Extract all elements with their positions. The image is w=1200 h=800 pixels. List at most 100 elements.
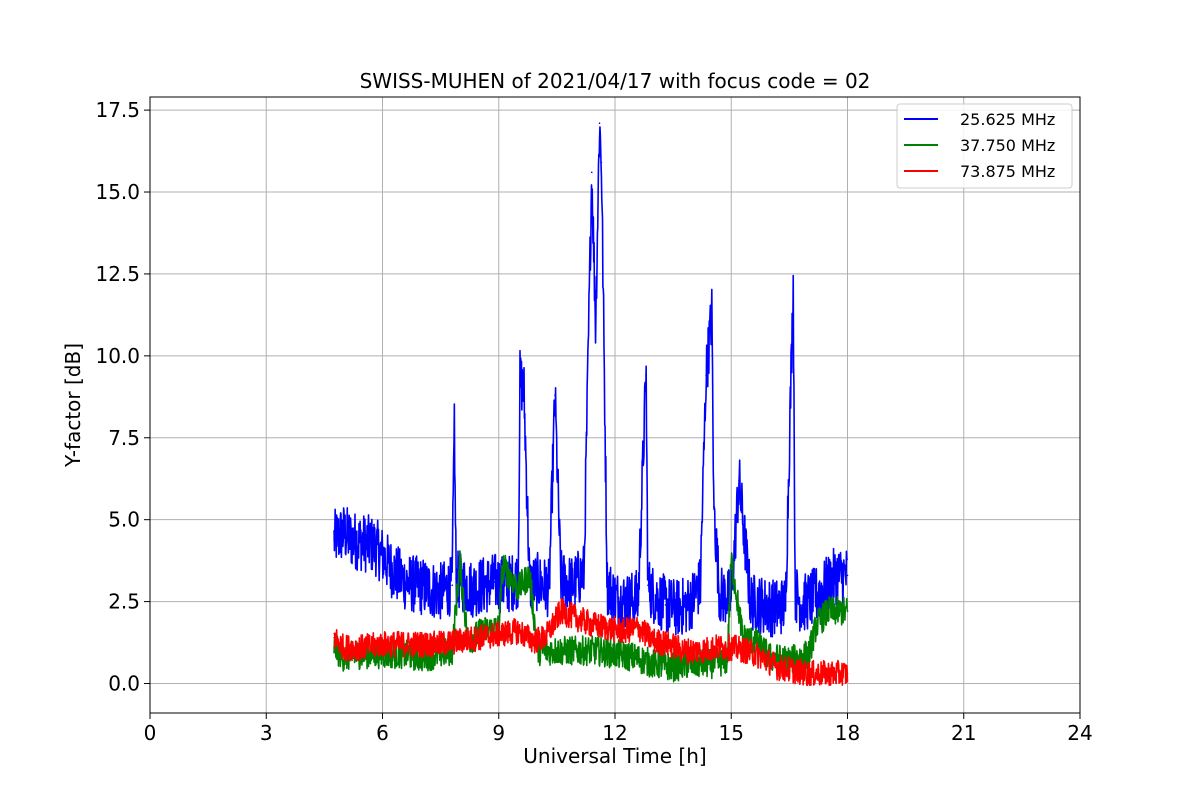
- data-point: [451, 649, 454, 652]
- data-point: [590, 623, 593, 626]
- x-tick-label: 0: [144, 721, 157, 745]
- data-point: [807, 653, 810, 655]
- data-point: [730, 558, 733, 560]
- data-point: [393, 571, 395, 573]
- x-tick-label: 18: [835, 721, 860, 745]
- data-point: [528, 574, 531, 577]
- data-point: [594, 322, 597, 324]
- y-axis: 0.0 2.5 5.0 7.5 10.0 12.5 15.0 17.5: [95, 98, 150, 696]
- legend-label: 25.625 MHz: [960, 110, 1055, 129]
- data-point: [362, 541, 364, 544]
- data-point: [342, 531, 345, 534]
- data-point: [718, 594, 721, 596]
- data-point: [827, 610, 829, 613]
- data-point: [459, 561, 461, 564]
- data-point: [575, 617, 578, 619]
- data-point: [753, 640, 756, 642]
- data-point: [811, 597, 814, 600]
- x-tick-label: 12: [602, 721, 627, 745]
- data-point: [823, 587, 826, 590]
- data-point: [453, 420, 455, 423]
- data-point: [333, 636, 335, 639]
- data-point: [714, 646, 717, 649]
- data-point: [606, 627, 609, 629]
- series-line: [333, 597, 849, 686]
- data-point: [420, 643, 423, 645]
- data-point: [668, 643, 671, 645]
- data-point: [439, 653, 442, 655]
- data-point: [428, 587, 430, 590]
- chart-title: SWISS-MUHEN of 2021/04/17 with focus cod…: [360, 69, 871, 93]
- data-point: [647, 584, 649, 587]
- data-point: [633, 656, 636, 659]
- data-point: [333, 538, 335, 541]
- data-point: [554, 394, 556, 396]
- data-point: [478, 636, 481, 639]
- data-point: [705, 374, 707, 377]
- series-0: [333, 122, 849, 638]
- data-point: [730, 646, 733, 649]
- data-point: [350, 538, 353, 541]
- data-point: [590, 171, 593, 174]
- data-point: [342, 646, 345, 649]
- data-point: [773, 607, 775, 609]
- data-point: [614, 597, 616, 600]
- data-point: [494, 581, 496, 583]
- y-tick-label: 15.0: [95, 180, 140, 204]
- data-point: [699, 584, 702, 587]
- data-point: [672, 666, 674, 668]
- plot-area: [333, 122, 849, 686]
- data-point: [664, 604, 667, 606]
- x-tick-label: 21: [951, 721, 976, 745]
- data-point: [594, 649, 597, 652]
- data-point: [713, 505, 715, 508]
- data-point: [362, 646, 364, 649]
- data-point: [687, 604, 690, 606]
- x-tick-label: 6: [376, 721, 389, 745]
- series-line: [333, 126, 849, 638]
- legend-label: 37.750 MHz: [960, 136, 1055, 155]
- data-point: [711, 312, 713, 315]
- data-point: [800, 604, 802, 606]
- data-point: [571, 584, 574, 587]
- x-axis: 0 3 6 9 12 15 18 21 24: [144, 713, 1093, 745]
- data-point: [676, 607, 678, 609]
- data-point: [846, 672, 849, 675]
- data-point: [559, 577, 562, 580]
- data-point: [652, 663, 655, 665]
- data-point: [807, 672, 810, 675]
- data-point: [333, 646, 335, 649]
- data-point: [536, 581, 539, 583]
- data-point: [600, 161, 603, 164]
- data-point: [501, 564, 504, 567]
- data-point: [559, 610, 562, 613]
- data-point: [401, 643, 403, 645]
- data-point: [846, 574, 849, 577]
- y-tick-label: 2.5: [108, 590, 140, 614]
- legend-box: [896, 103, 1073, 189]
- data-point: [373, 545, 376, 547]
- data-point: [439, 590, 442, 593]
- data-point: [699, 649, 702, 652]
- data-point: [598, 122, 601, 125]
- data-point: [451, 584, 454, 587]
- data-point: [749, 600, 752, 603]
- y-tick-label: 10.0: [95, 344, 140, 368]
- data-point: [482, 584, 485, 587]
- data-point: [730, 597, 733, 600]
- data-point: [784, 604, 787, 606]
- data-point: [761, 604, 764, 606]
- data-point: [523, 391, 525, 393]
- legend-label: 73.875 MHz: [960, 162, 1055, 181]
- data-point: [401, 653, 403, 655]
- data-point: [470, 587, 473, 590]
- data-point: [652, 640, 655, 642]
- data-point: [815, 623, 818, 626]
- data-point: [625, 600, 628, 603]
- data-point: [776, 666, 779, 668]
- data-point: [548, 587, 550, 590]
- x-tick-label: 15: [719, 721, 744, 745]
- x-axis-label: Universal Time [h]: [523, 744, 706, 768]
- legend: 25.625 MHz 37.750 MHz 73.875 MHz: [896, 103, 1073, 189]
